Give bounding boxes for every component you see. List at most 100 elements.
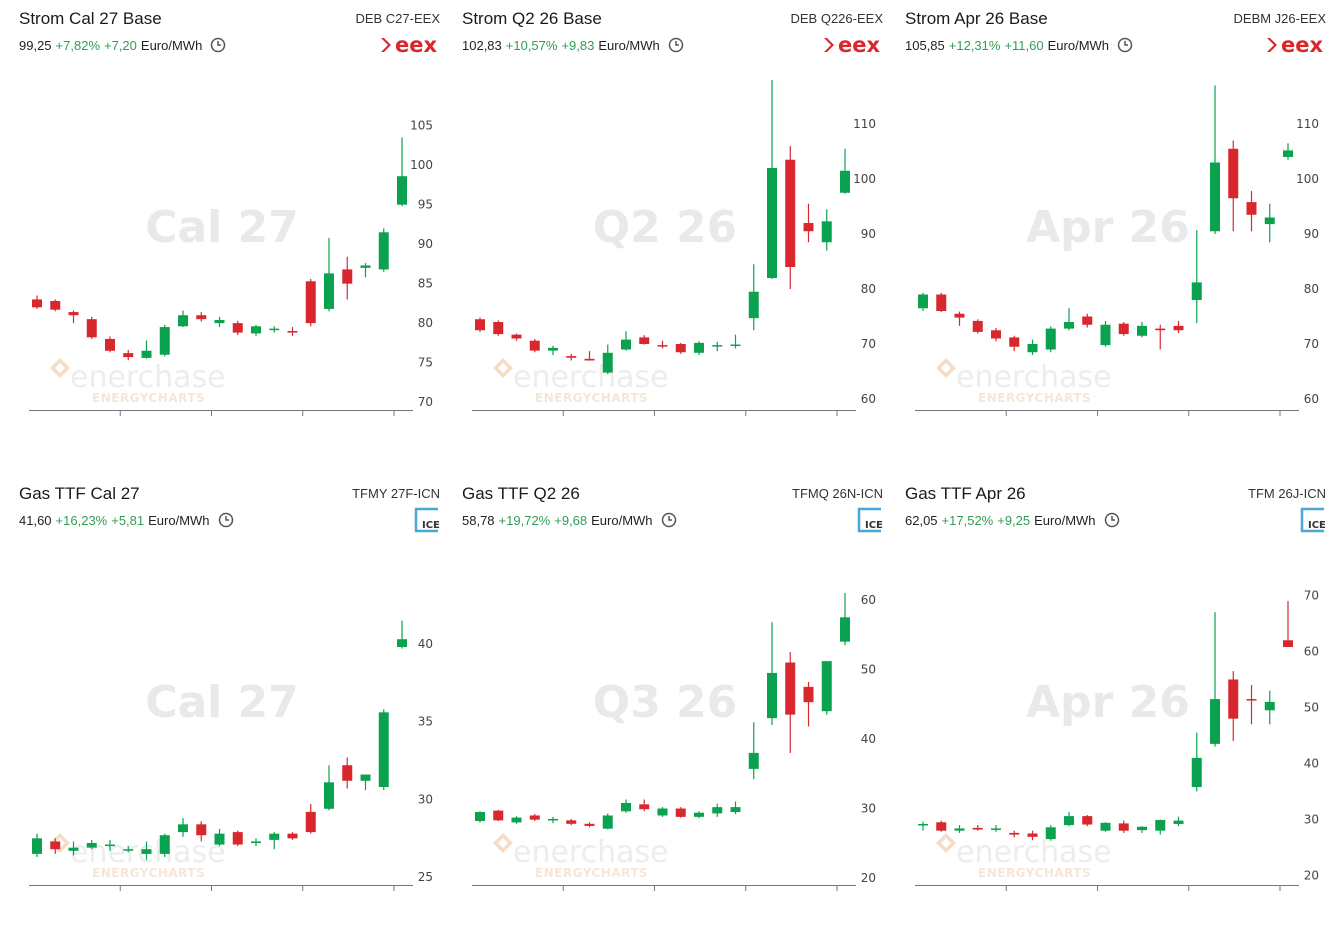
contract-watermark: Q2 26 bbox=[593, 202, 738, 253]
price-stats: 58,78 +19,72% +9,68 Euro/MWh bbox=[462, 512, 677, 528]
candle bbox=[1064, 308, 1074, 331]
product-code: TFM 26J-ICN bbox=[1248, 486, 1326, 501]
candle-body bbox=[712, 345, 723, 347]
candle-body bbox=[178, 824, 188, 833]
candlestick-chart: Apr 26enerchaseENERGYCHARTS16.02.23.02.0… bbox=[915, 85, 1319, 416]
y-tick-label: 80 bbox=[861, 282, 876, 296]
candle-body bbox=[68, 312, 79, 316]
y-tick-label: 95 bbox=[418, 198, 433, 212]
candle-body bbox=[251, 841, 261, 843]
candle bbox=[105, 839, 115, 851]
candle-body bbox=[1155, 328, 1166, 331]
candle-body bbox=[232, 323, 243, 333]
chart-title: Strom Cal 27 Base bbox=[19, 9, 162, 28]
candle bbox=[287, 327, 298, 336]
last-price: 41,60 bbox=[19, 513, 52, 528]
candle bbox=[1100, 822, 1111, 832]
candle-body bbox=[529, 815, 540, 820]
change-percent: +17,52% bbox=[941, 513, 994, 528]
candle-body bbox=[1009, 832, 1020, 835]
clock-icon[interactable] bbox=[218, 512, 234, 528]
candle bbox=[511, 816, 522, 824]
candle-body bbox=[1264, 701, 1275, 711]
candle-body bbox=[694, 812, 704, 817]
candle-body bbox=[730, 807, 741, 812]
candle bbox=[1064, 812, 1074, 827]
candle-body bbox=[566, 356, 577, 358]
candle-body bbox=[511, 334, 522, 339]
clock-icon[interactable] bbox=[210, 37, 226, 53]
candle-body bbox=[748, 291, 759, 319]
candle bbox=[305, 278, 316, 327]
contract-watermark: Q3 26 bbox=[593, 677, 738, 728]
clock-icon[interactable] bbox=[1104, 512, 1120, 528]
chart-panel: Gas TTF Cal 27 TFMY 27F-ICN 41,60 +16,23% +5… bbox=[0, 475, 443, 939]
y-tick-label: 30 bbox=[1304, 812, 1319, 826]
candle-body bbox=[1064, 816, 1074, 826]
clock-icon[interactable] bbox=[1117, 37, 1133, 53]
candle-body bbox=[32, 299, 42, 308]
y-tick-label: 50 bbox=[861, 662, 876, 676]
product-code: DEB Q226-EEX bbox=[790, 11, 884, 26]
candle-body bbox=[1155, 820, 1166, 831]
price-stats: 99,25 +7,82% +7,20 Euro/MWh bbox=[19, 37, 226, 53]
candle bbox=[232, 320, 243, 335]
candle-body bbox=[287, 833, 298, 839]
candle bbox=[1264, 203, 1275, 243]
candle bbox=[141, 340, 152, 359]
candle bbox=[840, 148, 850, 194]
candle-body bbox=[1137, 325, 1147, 336]
last-price: 99,25 bbox=[19, 38, 52, 53]
price-stats: 105,85 +12,31% +11,60 Euro/MWh bbox=[905, 37, 1133, 53]
candle bbox=[1009, 335, 1020, 352]
candle-body bbox=[1283, 640, 1293, 647]
change-percent: +12,31% bbox=[948, 38, 1001, 53]
candle-body bbox=[305, 281, 316, 324]
candle bbox=[324, 765, 334, 811]
candle-body bbox=[1283, 150, 1293, 157]
product-code: DEBM J26-EEX bbox=[1233, 11, 1326, 26]
candle-body bbox=[324, 782, 334, 809]
candle bbox=[178, 818, 188, 837]
candle-body bbox=[1210, 699, 1220, 744]
enerchase-logo-icon bbox=[493, 358, 513, 378]
clock-icon[interactable] bbox=[668, 37, 684, 53]
candle-body bbox=[378, 232, 389, 270]
y-tick-label: 25 bbox=[418, 870, 433, 884]
candle-body bbox=[251, 326, 261, 334]
candle-body bbox=[50, 841, 61, 850]
candle-body bbox=[767, 672, 777, 719]
ice-logo-icon: ICE bbox=[857, 507, 883, 533]
candle-body bbox=[214, 319, 225, 324]
chart-panel: Strom Q2 26 Base DEB Q226-EEX 102,83 +10,57… bbox=[443, 0, 886, 464]
clock-icon[interactable] bbox=[661, 512, 677, 528]
candle bbox=[86, 839, 97, 850]
candle bbox=[269, 832, 280, 850]
candle bbox=[803, 681, 814, 727]
candle-body bbox=[123, 849, 134, 851]
candle bbox=[566, 353, 577, 361]
candle bbox=[50, 299, 61, 312]
candle-body bbox=[748, 752, 759, 769]
candle bbox=[657, 340, 668, 349]
candle bbox=[712, 803, 723, 817]
candle-body bbox=[159, 835, 170, 854]
candle-body bbox=[141, 849, 152, 854]
change-percent: +19,72% bbox=[498, 513, 551, 528]
candle bbox=[214, 829, 225, 847]
candle-body bbox=[214, 833, 225, 845]
candle-body bbox=[269, 328, 280, 331]
candle bbox=[918, 292, 928, 311]
enerchase-tagline: ENERGYCHARTS bbox=[978, 866, 1091, 880]
ice-logo-icon: ICE bbox=[414, 507, 440, 533]
candle bbox=[991, 825, 1001, 832]
eex-logo-icon: eex bbox=[381, 34, 437, 56]
candle-body bbox=[141, 350, 152, 358]
candle bbox=[1246, 685, 1257, 725]
candle-body bbox=[548, 347, 558, 351]
candle-body bbox=[730, 344, 741, 347]
candle-body bbox=[767, 168, 777, 278]
